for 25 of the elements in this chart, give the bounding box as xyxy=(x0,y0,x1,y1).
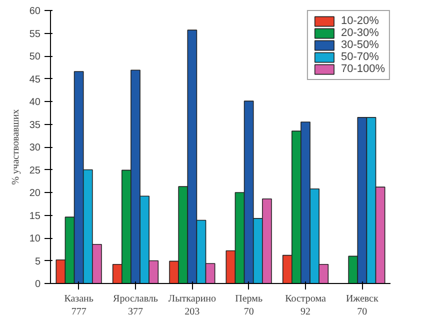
legend-label: 30-50% xyxy=(340,39,379,51)
y-tick-label: 30 xyxy=(29,142,41,154)
x-tick-label: Ижевск 70 xyxy=(346,294,379,318)
legend-label: 50-70% xyxy=(340,51,379,63)
y-tick-label: 55 xyxy=(29,28,41,40)
y-axis-title: % участвовавших xyxy=(10,109,22,185)
y-tick-label: 10 xyxy=(29,234,41,244)
x-tick-label: Лыткарино 203 xyxy=(168,294,216,318)
y-tick-label: 40 xyxy=(29,97,41,108)
y-tick-label: 45 xyxy=(29,74,41,86)
legend-label: 70-100% xyxy=(340,63,385,75)
y-tick-label: 0 xyxy=(34,279,41,290)
y-tick-label: 50 xyxy=(29,52,41,62)
y-tick-label: 5 xyxy=(34,256,41,268)
x-tick-label: Пермь 70 xyxy=(235,294,263,318)
y-tick-label: 25 xyxy=(29,165,41,176)
legend-label: 20-30% xyxy=(340,27,379,39)
legend-label: 10-20% xyxy=(340,15,379,27)
x-tick-label: Казань 777 xyxy=(64,294,94,318)
y-tick-label: 60 xyxy=(29,6,41,17)
x-tick-label: Кострома 92 xyxy=(285,294,326,318)
x-tick-label: Ярославль 377 xyxy=(113,294,158,318)
y-tick-label: 20 xyxy=(29,188,41,199)
y-tick-label: 15 xyxy=(29,210,41,222)
y-tick-label: 35 xyxy=(29,120,41,131)
